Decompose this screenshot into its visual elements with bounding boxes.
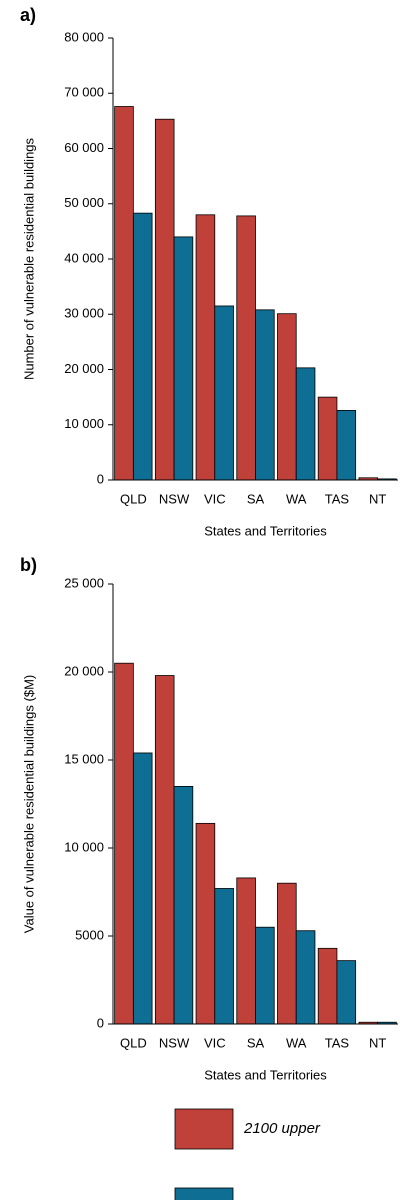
bar (236, 877, 256, 1025)
x-axis-label: States and Territories (204, 523, 327, 538)
legend-label: 2100 lower (243, 1199, 318, 1200)
bar (236, 215, 256, 481)
bar (132, 752, 153, 1025)
bar (195, 822, 216, 1025)
x-tick-label: TAS (325, 491, 350, 506)
y-tick-label: 30 000 (64, 306, 104, 321)
bar (277, 313, 297, 481)
x-tick-label: VIC (204, 491, 226, 506)
bar (173, 236, 194, 481)
bar (255, 309, 275, 481)
y-tick-label: 40 000 (64, 250, 104, 265)
x-tick-label: QLD (120, 1035, 147, 1050)
bar (336, 960, 357, 1025)
y-tick-label: 70 000 (64, 85, 104, 100)
y-tick-label: 5000 (75, 927, 104, 942)
y-tick-label: 10 000 (64, 416, 104, 431)
bar (277, 882, 297, 1025)
y-tick-label: 15 000 (64, 751, 104, 766)
x-tick-label: TAS (325, 1035, 350, 1050)
bar (214, 305, 234, 481)
y-axis-label: Number of vulnerable residential buildin… (21, 137, 36, 380)
x-axis-label: States and Territories (204, 1067, 327, 1082)
y-tick-label: 10 000 (64, 839, 104, 854)
bar (154, 675, 175, 1025)
bar (317, 947, 338, 1025)
y-tick-label: 50 000 (64, 195, 104, 210)
bar (154, 118, 175, 481)
bar (132, 212, 153, 481)
bar (295, 367, 316, 481)
x-tick-label: SA (247, 1035, 265, 1050)
x-tick-label: NSW (159, 1035, 190, 1050)
bar (295, 930, 316, 1025)
bar (317, 396, 338, 481)
x-tick-label: NSW (159, 491, 190, 506)
bar (114, 662, 134, 1025)
bar (336, 409, 357, 481)
x-tick-label: NT (369, 491, 386, 506)
bar (195, 214, 216, 481)
bar (214, 888, 234, 1025)
legend-swatch (174, 1187, 234, 1200)
x-tick-label: WA (286, 1035, 307, 1050)
panel-label: b) (20, 555, 37, 575)
legend-swatch (174, 1108, 234, 1150)
y-tick-label: 0 (97, 1015, 104, 1030)
y-tick-label: 60 000 (64, 140, 104, 155)
y-tick-label: 20 000 (64, 361, 104, 376)
x-tick-label: NT (369, 1035, 386, 1050)
y-tick-label: 20 000 (64, 663, 104, 678)
y-tick-label: 0 (97, 471, 104, 486)
x-tick-label: QLD (120, 491, 147, 506)
y-tick-label: 80 000 (64, 29, 104, 44)
bar (255, 926, 275, 1025)
bar (114, 106, 134, 481)
legend-label: 2100 upper (243, 1120, 321, 1137)
y-axis-label: Value of vulnerable residential building… (21, 675, 36, 933)
x-tick-label: VIC (204, 1035, 226, 1050)
y-tick-label: 25 000 (64, 575, 104, 590)
panel-label: a) (20, 5, 36, 25)
x-tick-label: SA (247, 491, 265, 506)
x-tick-label: WA (286, 491, 307, 506)
bar (173, 786, 194, 1025)
